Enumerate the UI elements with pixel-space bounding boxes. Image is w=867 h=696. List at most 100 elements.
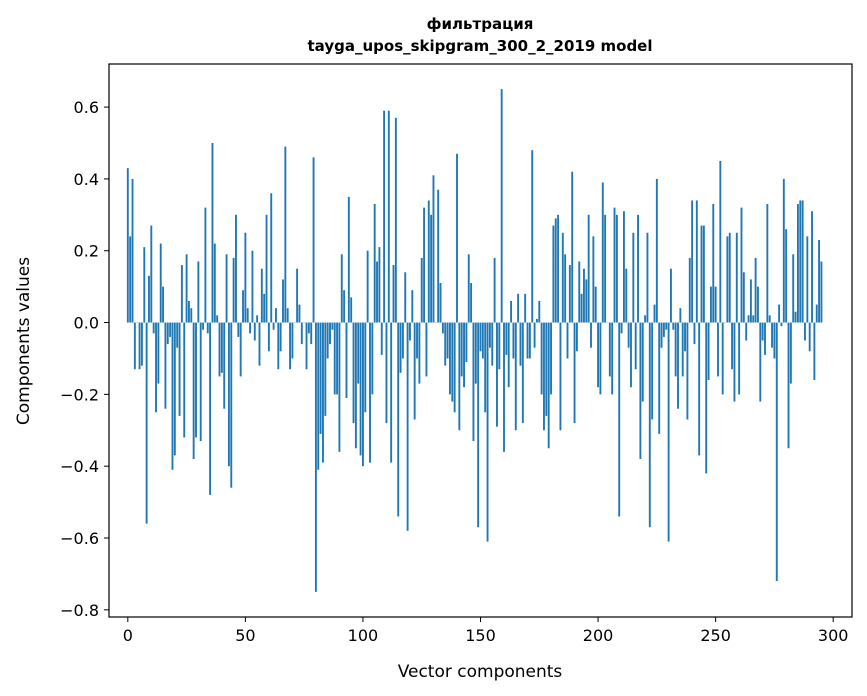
bar [164, 322, 167, 409]
bar [411, 290, 414, 323]
bar [180, 265, 183, 323]
bar [670, 268, 672, 323]
bar [307, 322, 310, 334]
bar [230, 322, 233, 488]
bar [232, 257, 235, 323]
bar [771, 322, 773, 348]
bar [298, 304, 301, 323]
bar [604, 214, 607, 323]
bar [225, 254, 228, 323]
bar [637, 214, 639, 323]
bar [773, 322, 776, 359]
bar [778, 304, 781, 323]
bar [394, 117, 397, 323]
bar [291, 322, 294, 359]
bar [260, 268, 263, 323]
bar [559, 322, 562, 431]
bar [721, 322, 724, 395]
bar [796, 204, 799, 323]
bar [448, 322, 451, 395]
bar [594, 286, 597, 323]
bar [444, 322, 447, 366]
bar [498, 322, 501, 370]
bar [380, 322, 383, 355]
bar [789, 322, 792, 384]
bar [775, 322, 778, 582]
bar [246, 308, 249, 323]
y-axis: −0.8 −0.6 −0.4 −0.2 0.0 0.2 0.4 0.6 [60, 98, 109, 620]
bar [808, 322, 811, 352]
bar [634, 322, 637, 370]
bar [326, 322, 329, 359]
bar [169, 322, 172, 337]
bar [451, 322, 454, 402]
bar [265, 214, 268, 323]
bar [133, 322, 136, 370]
bar [345, 322, 348, 398]
bar [768, 315, 771, 323]
bar [707, 322, 710, 380]
bar [338, 322, 341, 452]
bar [514, 322, 517, 431]
bar [387, 110, 390, 323]
bar [340, 254, 343, 323]
bar [811, 211, 813, 323]
bar [366, 250, 369, 323]
bar [496, 322, 498, 427]
bar [686, 322, 689, 420]
bar [312, 157, 315, 323]
bar [465, 322, 468, 363]
bar [148, 275, 150, 323]
bar [672, 322, 675, 330]
bar [267, 322, 270, 352]
bar [759, 322, 762, 402]
bar [698, 322, 701, 456]
bar [491, 322, 494, 366]
bar [681, 322, 684, 377]
bar [615, 214, 618, 323]
bar [719, 160, 722, 323]
bar [592, 236, 595, 323]
bar [651, 322, 654, 420]
bar [564, 254, 567, 323]
bar [159, 243, 162, 323]
bar [460, 322, 463, 377]
bar [660, 322, 663, 348]
bar [521, 322, 524, 424]
bar [206, 322, 209, 334]
bar [674, 322, 677, 377]
bar [693, 322, 696, 345]
bar [333, 322, 336, 395]
bar [432, 175, 435, 323]
bar [150, 225, 153, 323]
bar [284, 146, 287, 323]
bar [324, 322, 327, 416]
bar [409, 322, 411, 341]
bar [227, 322, 230, 467]
x-tick-label: 300 [818, 626, 849, 645]
y-tick-label: −0.2 [60, 385, 99, 404]
bar [249, 322, 252, 334]
x-tick-label: 200 [583, 626, 614, 645]
bar [733, 322, 736, 402]
bar [479, 322, 482, 352]
bar [630, 322, 632, 388]
bar [749, 279, 752, 323]
bar [202, 322, 204, 330]
bar [258, 322, 261, 366]
bar [528, 322, 531, 359]
bar [216, 315, 219, 323]
bar [140, 322, 143, 366]
bar [573, 322, 576, 424]
bar [700, 225, 703, 323]
y-axis-title: Components values [14, 257, 34, 425]
bar [728, 232, 731, 323]
bar [545, 322, 548, 416]
bar [277, 322, 280, 370]
bar [677, 322, 679, 409]
bar [538, 301, 541, 323]
bar [185, 254, 188, 323]
bar [253, 322, 256, 341]
bar [486, 322, 489, 542]
